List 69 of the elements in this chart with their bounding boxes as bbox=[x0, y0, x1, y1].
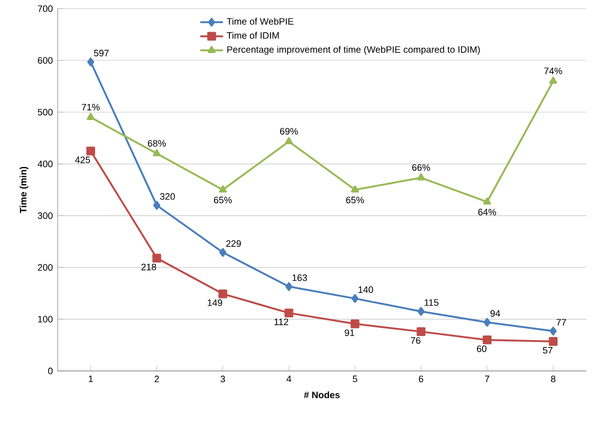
x-tick-label: 1 bbox=[88, 376, 93, 382]
data-label: 149 bbox=[208, 300, 222, 306]
data-label: 69% bbox=[280, 128, 298, 135]
x-axis-title: # Nodes bbox=[304, 392, 340, 398]
y-tick-label: 100 bbox=[38, 316, 53, 323]
data-label: 229 bbox=[226, 240, 241, 248]
point bbox=[483, 198, 492, 205]
point bbox=[351, 186, 359, 193]
point bbox=[417, 174, 425, 181]
point bbox=[350, 320, 360, 328]
data-label: 68% bbox=[148, 140, 166, 147]
point bbox=[549, 76, 558, 84]
point bbox=[153, 201, 160, 210]
data-label: 66% bbox=[412, 164, 430, 172]
y-tick-label: 400 bbox=[38, 160, 53, 168]
y-axis-title: Time (min) bbox=[20, 167, 28, 214]
data-label: 597 bbox=[94, 50, 109, 57]
data-label: 57 bbox=[542, 347, 552, 354]
data-label: 91 bbox=[344, 330, 354, 336]
data-label: 64% bbox=[478, 209, 496, 216]
point bbox=[86, 113, 95, 120]
point bbox=[219, 248, 226, 258]
point bbox=[86, 146, 96, 156]
y-tick-label: 300 bbox=[38, 212, 53, 220]
point bbox=[418, 307, 425, 316]
data-label: 65% bbox=[346, 196, 364, 204]
y-tick-label: 200 bbox=[38, 264, 53, 271]
point bbox=[416, 327, 426, 336]
data-label: 77 bbox=[556, 319, 566, 326]
x-tick-label: 3 bbox=[220, 376, 226, 382]
data-label: 60 bbox=[476, 346, 486, 352]
point bbox=[351, 294, 358, 304]
data-label: 71% bbox=[82, 104, 100, 111]
x-tick-label: 4 bbox=[286, 376, 292, 382]
x-tick-label: 7 bbox=[485, 376, 490, 382]
point bbox=[218, 290, 228, 298]
point bbox=[482, 336, 492, 345]
data-label: 65% bbox=[214, 196, 232, 204]
data-label: 94 bbox=[490, 310, 500, 317]
point bbox=[284, 308, 294, 318]
data-label: 112 bbox=[274, 318, 288, 326]
point bbox=[218, 186, 227, 193]
data-label: 74% bbox=[544, 68, 562, 74]
point bbox=[550, 326, 557, 336]
y-tick-label: 0 bbox=[48, 368, 53, 374]
x-tick-label: 6 bbox=[418, 376, 424, 382]
point bbox=[152, 254, 162, 263]
x-tick-label: 2 bbox=[154, 376, 159, 382]
data-label: 140 bbox=[358, 286, 374, 294]
legend-label: Time of IDIM bbox=[226, 32, 279, 39]
data-label: 115 bbox=[424, 300, 438, 306]
legend-label: Time of WebPIE bbox=[226, 18, 294, 25]
x-tick-label: 5 bbox=[352, 376, 358, 382]
data-label: 218 bbox=[141, 264, 156, 271]
y-tick-label: 500 bbox=[38, 109, 53, 116]
data-label: 76 bbox=[410, 337, 420, 344]
point bbox=[285, 282, 292, 292]
y-tick-label: 700 bbox=[38, 6, 53, 12]
point bbox=[284, 137, 293, 144]
point bbox=[87, 58, 94, 67]
data-label: 320 bbox=[160, 193, 175, 200]
legend-label: Percentage improvement of time (WebPIE compared to IDIM) bbox=[227, 46, 480, 55]
data-label: 163 bbox=[292, 274, 307, 282]
data-label: 425 bbox=[75, 156, 90, 164]
point bbox=[548, 337, 558, 346]
point bbox=[152, 149, 161, 156]
y-tick-label: 600 bbox=[38, 57, 53, 64]
x-tick-label: 8 bbox=[550, 376, 556, 382]
point bbox=[484, 318, 491, 327]
